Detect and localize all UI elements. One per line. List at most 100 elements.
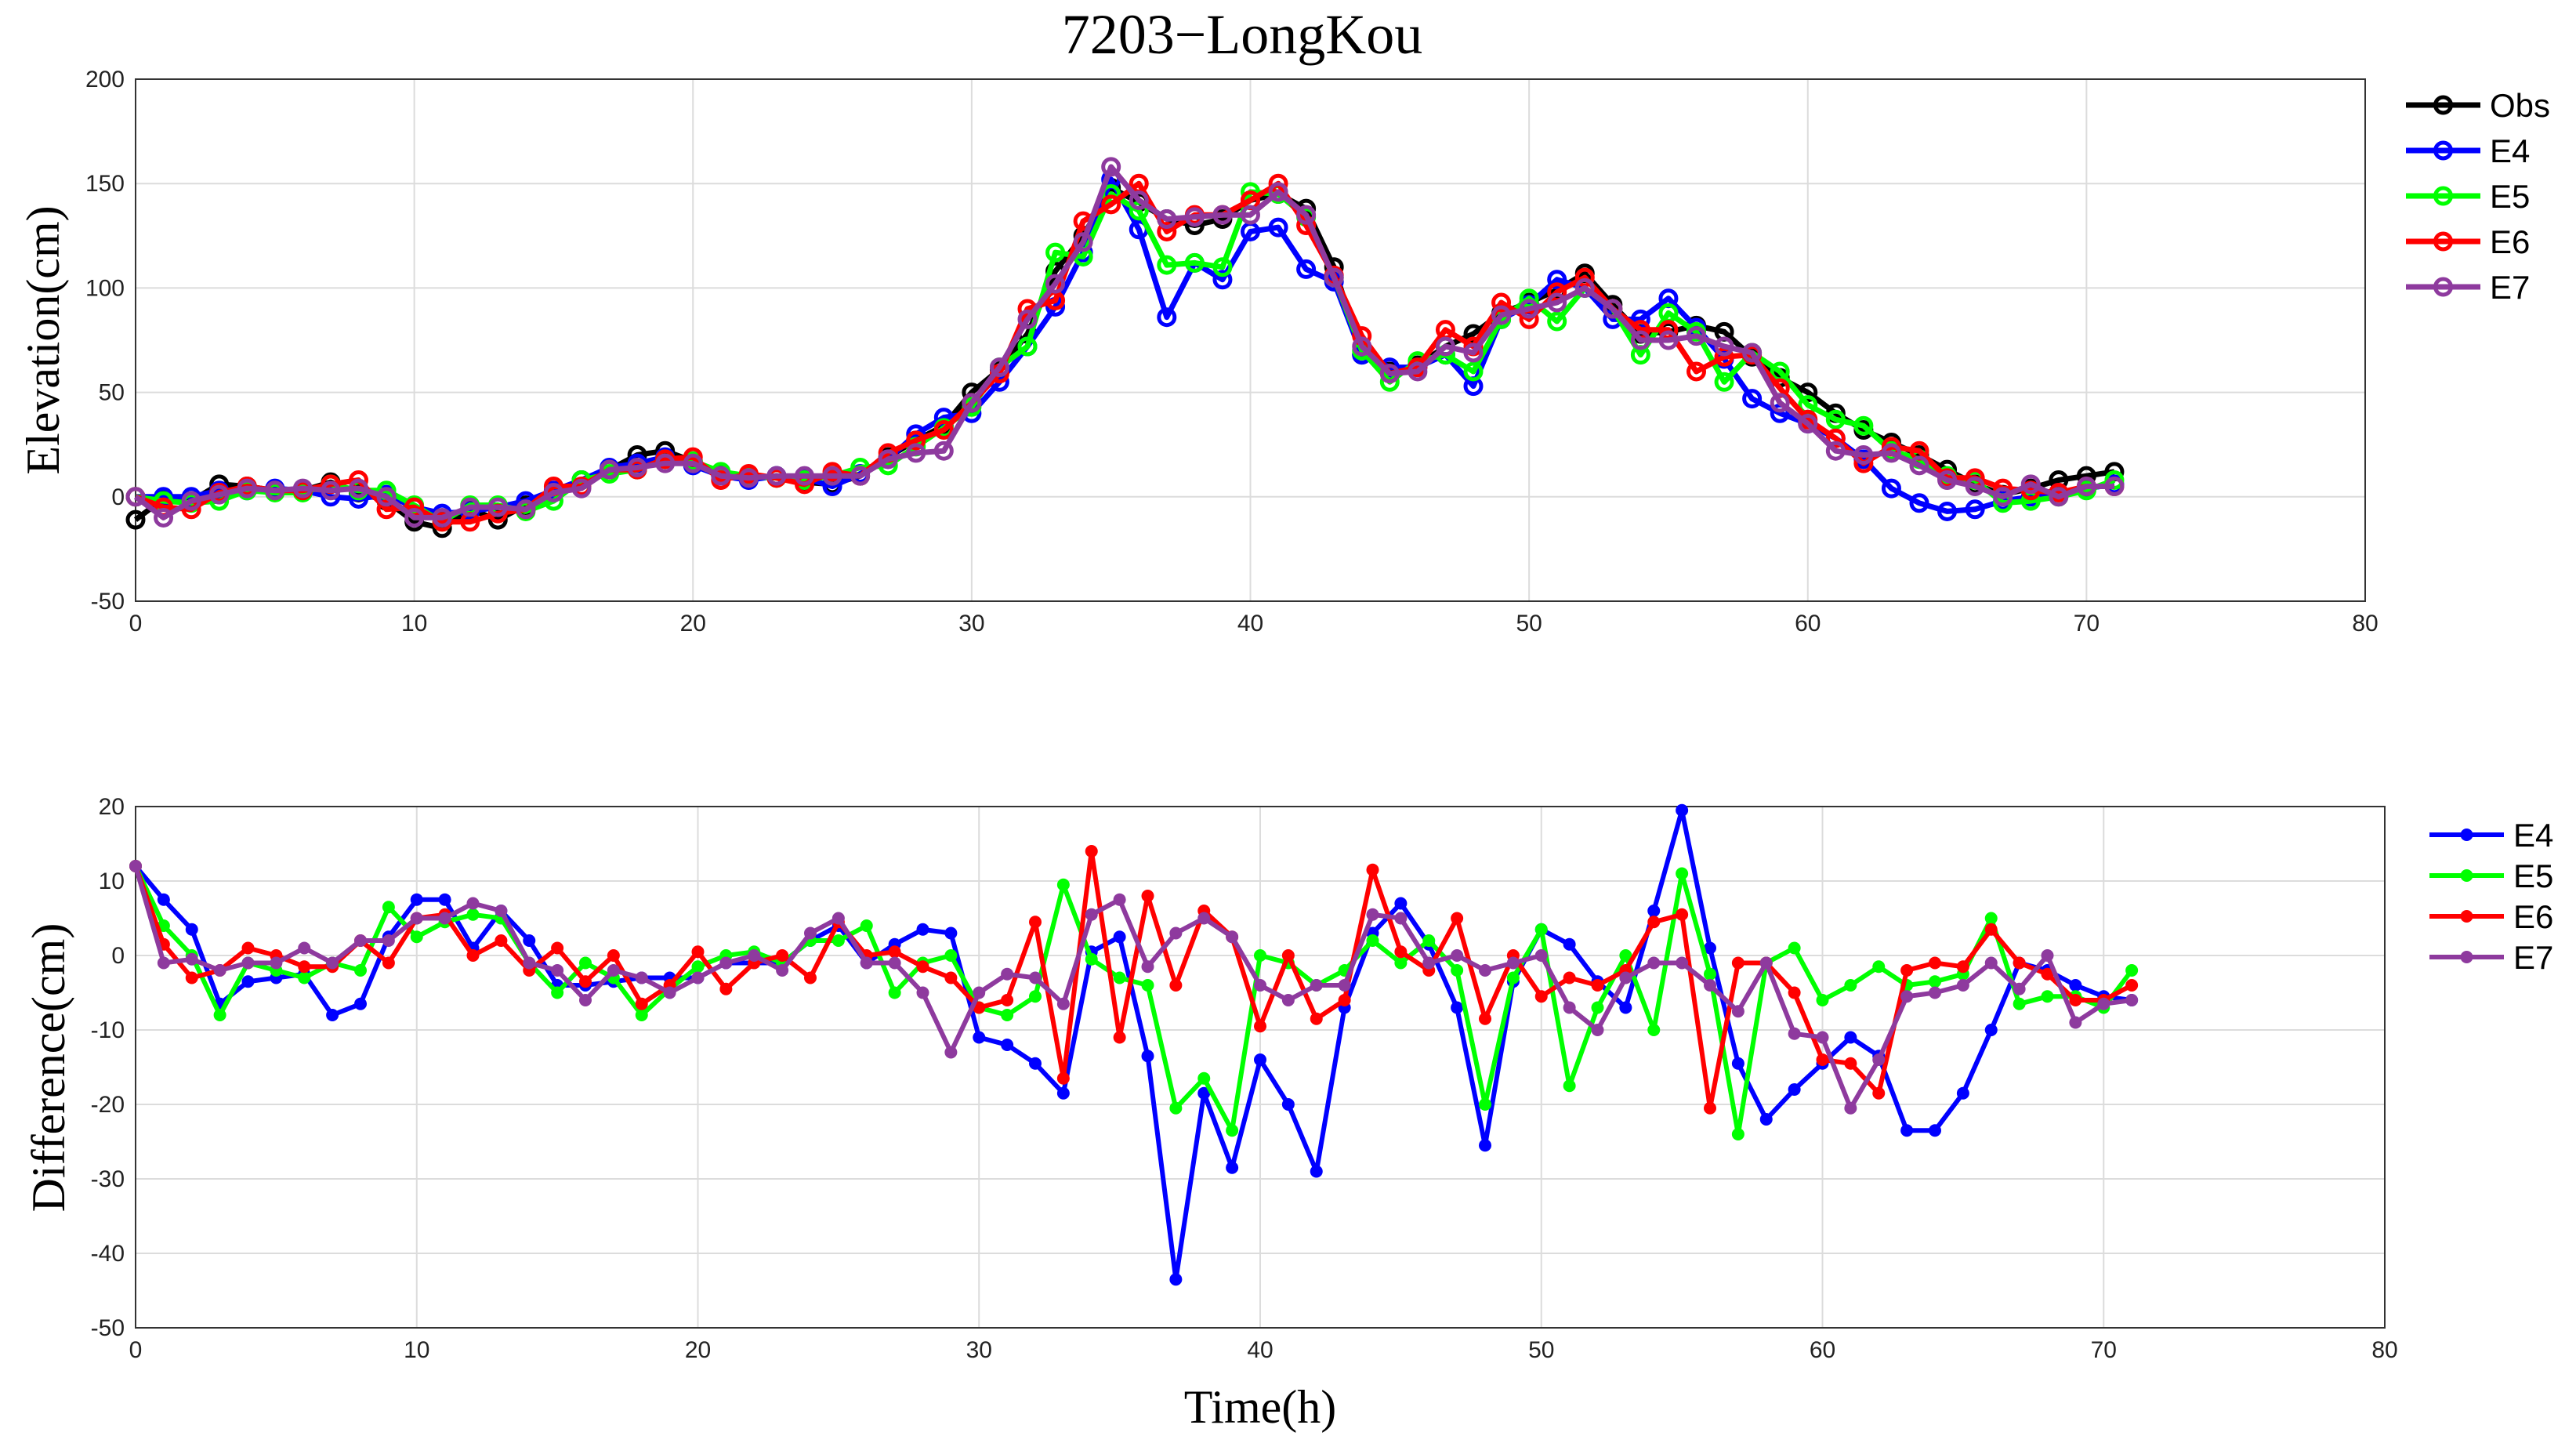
- data-point: [1563, 971, 1576, 984]
- data-point: [410, 893, 423, 906]
- data-point: [157, 956, 170, 970]
- data-point: [321, 480, 341, 501]
- series-line-e4: [133, 807, 2132, 1282]
- data-point: [2041, 949, 2054, 962]
- legend-marker: [2460, 829, 2473, 841]
- data-point: [1310, 1165, 1323, 1178]
- data-point: [1687, 361, 1706, 382]
- data-point: [1226, 930, 1239, 944]
- data-point: [404, 507, 425, 528]
- data-point: [157, 893, 170, 906]
- data-point: [410, 912, 423, 925]
- elevation-plot: 0 10 20 30 40 50 60 70 80-50050100150200Elevatio…: [17, 67, 2576, 636]
- data-point: [1479, 1012, 1491, 1025]
- data-point: [973, 986, 986, 999]
- data-point: [543, 482, 563, 502]
- data-point: [916, 923, 929, 936]
- data-point: [2125, 964, 2139, 977]
- data-point: [1591, 1001, 1604, 1014]
- data-point: [1029, 1057, 1042, 1070]
- data-point: [1001, 1039, 1014, 1051]
- data-point: [1816, 994, 1829, 1006]
- data-point: [1844, 979, 1857, 992]
- data-point: [1929, 956, 1941, 970]
- data-point: [2104, 470, 2125, 490]
- data-point: [635, 971, 648, 984]
- y-tick-label: 0: [111, 943, 125, 969]
- data-point: [1394, 956, 1408, 970]
- legend-marker: [2460, 869, 2473, 882]
- data-point: [354, 964, 367, 977]
- y-tick-label: 20: [99, 794, 125, 820]
- data-point: [1788, 986, 1801, 999]
- data-point: [1169, 979, 1183, 992]
- data-point: [1574, 277, 1595, 298]
- data-point: [850, 466, 871, 486]
- data-point: [1872, 960, 1886, 974]
- data-point: [1647, 916, 1661, 929]
- data-point: [906, 443, 926, 463]
- x-tick-label: 80: [2371, 1337, 2397, 1363]
- legend-label: E4: [2490, 132, 2530, 169]
- data-point: [1254, 1053, 1266, 1066]
- data-point: [185, 971, 198, 984]
- data-point: [989, 357, 1009, 378]
- data-point: [1619, 971, 1632, 984]
- series-line-e6: [133, 849, 2133, 1111]
- data-point: [1463, 343, 1484, 363]
- data-point: [1281, 1098, 1295, 1111]
- data-point: [1001, 967, 1014, 981]
- data-point: [1254, 949, 1266, 962]
- data-point: [2049, 487, 2069, 507]
- data-point: [1056, 878, 1070, 891]
- x-tick-label: 50: [1516, 611, 1542, 636]
- data-point: [1788, 1083, 1801, 1096]
- data-point: [270, 956, 283, 970]
- data-point: [2069, 979, 2082, 992]
- data-point: [1197, 1086, 1211, 1100]
- data-point: [382, 934, 395, 947]
- legend-label: E7: [2490, 269, 2530, 306]
- data-point: [1534, 923, 1548, 936]
- data-point: [1451, 1001, 1464, 1014]
- data-point: [1226, 1161, 1239, 1174]
- data-point: [1113, 971, 1126, 984]
- data-point: [1844, 1057, 1857, 1070]
- data-point: [265, 480, 285, 501]
- legend-marker: [2433, 277, 2453, 297]
- data-point: [298, 960, 311, 974]
- data-point: [1619, 1001, 1632, 1014]
- data-point: [1422, 956, 1436, 970]
- data-point: [1157, 255, 1177, 275]
- data-point: [1788, 941, 1801, 955]
- data-point: [962, 393, 982, 413]
- data-point: [1731, 1057, 1745, 1070]
- data-point: [1909, 455, 1929, 476]
- legend-label: E7: [2513, 939, 2553, 976]
- series-e7: [129, 860, 2139, 1115]
- data-point: [1184, 207, 1205, 227]
- data-point: [1157, 208, 1177, 229]
- legend-box: [2421, 810, 2576, 992]
- legend-marker: [2433, 95, 2453, 115]
- data-point: [460, 497, 480, 517]
- legend-marker: [2460, 951, 2473, 963]
- data-point: [349, 478, 368, 499]
- y-tick-label: 50: [99, 380, 125, 406]
- legend-label: E5: [2513, 858, 2553, 894]
- data-point: [1113, 930, 1126, 944]
- data-point: [1770, 393, 1790, 413]
- data-point: [1909, 493, 1929, 513]
- data-point: [125, 487, 146, 507]
- data-point: [1141, 960, 1154, 974]
- data-point: [298, 941, 311, 955]
- data-point: [1085, 908, 1098, 921]
- data-point: [906, 430, 926, 451]
- data-point: [1226, 1124, 1239, 1137]
- data-point: [1965, 476, 1985, 496]
- data-point: [804, 971, 817, 984]
- data-point: [1268, 182, 1288, 202]
- legend-marker: [2433, 186, 2453, 206]
- data-point: [944, 971, 958, 984]
- y-tick-label: -50: [91, 1315, 125, 1341]
